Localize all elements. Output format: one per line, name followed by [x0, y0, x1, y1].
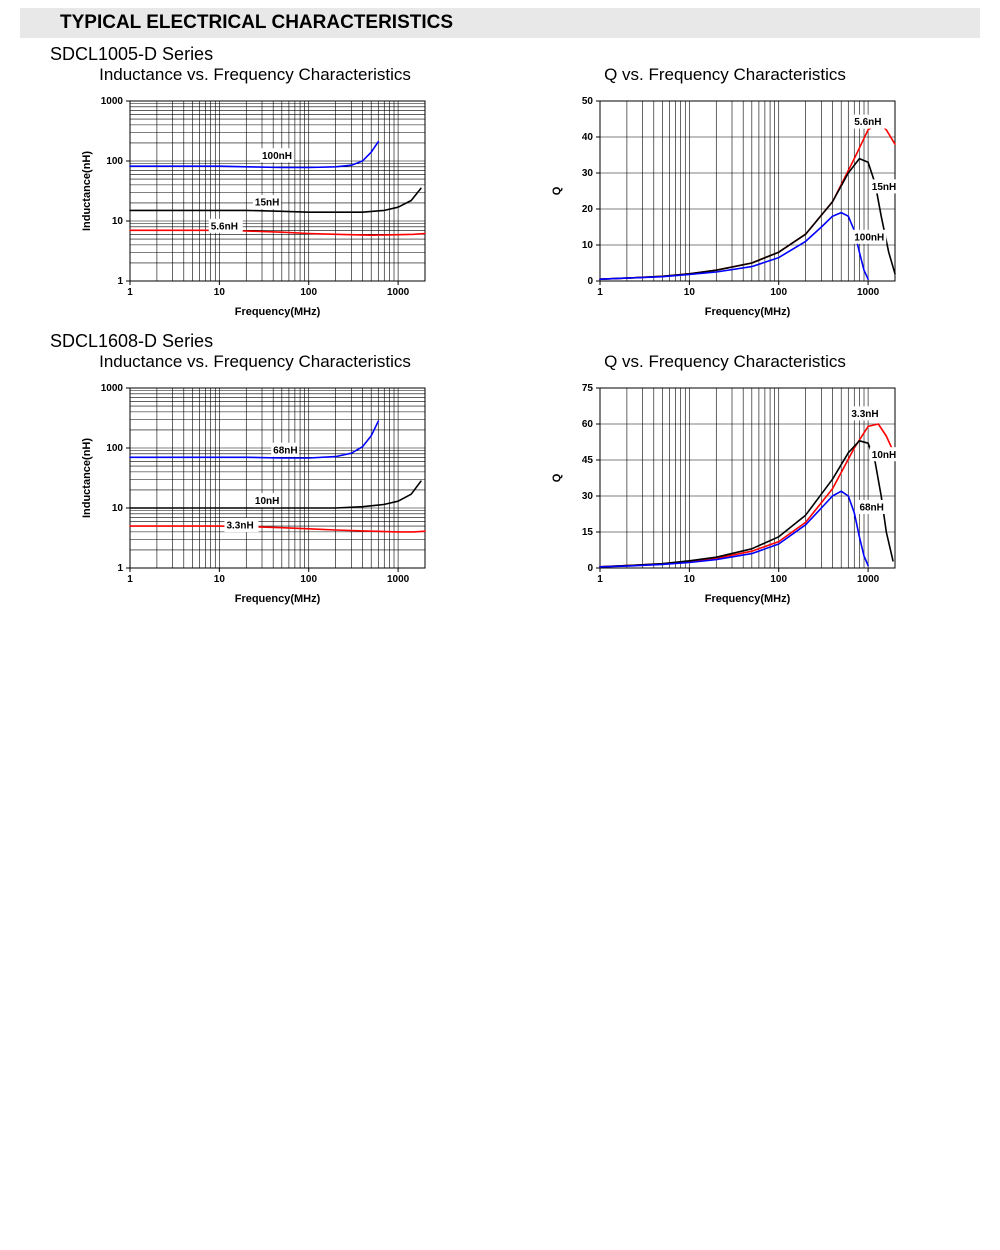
svg-text:100: 100	[300, 287, 317, 298]
svg-text:68nH: 68nH	[859, 503, 883, 514]
svg-text:Inductance(nH): Inductance(nH)	[81, 151, 93, 231]
svg-text:20: 20	[582, 204, 594, 215]
svg-text:5.6nH: 5.6nH	[854, 117, 881, 128]
svg-text:1: 1	[117, 563, 123, 574]
section-header: TYPICAL ELECTRICAL CHARACTERISTICS	[20, 8, 980, 38]
svg-text:75: 75	[582, 383, 594, 394]
svg-text:1: 1	[597, 574, 603, 585]
svg-text:100: 100	[106, 156, 123, 167]
svg-text:3.3nH: 3.3nH	[226, 521, 253, 532]
svg-text:Frequency(MHz): Frequency(MHz)	[235, 306, 321, 318]
svg-text:Frequency(MHz): Frequency(MHz)	[705, 593, 791, 605]
svg-text:45: 45	[582, 455, 594, 466]
series-2-label: SDCL1608-D Series	[50, 331, 1000, 352]
cell-c2: Q vs. Frequency Characteristics 11010010…	[490, 65, 960, 321]
svg-text:1: 1	[127, 287, 133, 298]
svg-text:1000: 1000	[857, 287, 880, 298]
svg-text:5.6nH: 5.6nH	[211, 221, 238, 232]
row-1: Inductance vs. Frequency Characteristics…	[20, 65, 980, 321]
svg-text:1000: 1000	[101, 383, 124, 394]
svg-text:100: 100	[300, 574, 317, 585]
svg-text:0: 0	[587, 276, 593, 287]
svg-text:100nH: 100nH	[262, 151, 292, 162]
svg-text:100: 100	[770, 287, 787, 298]
svg-text:10: 10	[684, 287, 696, 298]
chart-c1: 1 10 100 1000 1 10 100 1000 Frequency(MHz) Induct…	[75, 91, 435, 321]
svg-text:10: 10	[214, 574, 226, 585]
svg-text:100: 100	[770, 574, 787, 585]
svg-text:10nH: 10nH	[255, 496, 279, 507]
svg-text:30: 30	[582, 491, 594, 502]
svg-text:15nH: 15nH	[255, 198, 279, 209]
chart-title-c1: Inductance vs. Frequency Characteristics	[99, 65, 411, 85]
chart-c3: 1 10 100 1000 1 10 100 1000 Frequency(MHz) Induct…	[75, 378, 435, 608]
svg-text:100nH: 100nH	[854, 232, 884, 243]
series-1-label: SDCL1005-D Series	[50, 44, 1000, 65]
svg-text:1: 1	[127, 574, 133, 585]
cell-c3: Inductance vs. Frequency Characteristics…	[20, 352, 490, 608]
svg-text:1: 1	[117, 276, 123, 287]
svg-text:Q: Q	[551, 186, 563, 195]
svg-text:50: 50	[582, 96, 594, 107]
svg-text:3.3nH: 3.3nH	[851, 409, 878, 420]
chart-c2: 1 10 100 1000 0 10 20 30 40 50 Frequency(MHz) Q 5.6n…	[545, 91, 905, 321]
svg-text:15nH: 15nH	[872, 182, 896, 193]
chart-title-c4: Q vs. Frequency Characteristics	[604, 352, 846, 372]
svg-text:1000: 1000	[387, 287, 410, 298]
svg-text:15: 15	[582, 527, 594, 538]
svg-text:10: 10	[582, 240, 594, 251]
svg-text:10: 10	[112, 216, 124, 227]
svg-text:1000: 1000	[387, 574, 410, 585]
cell-c4: Q vs. Frequency Characteristics 1 10 100 10…	[490, 352, 960, 608]
svg-text:100: 100	[106, 443, 123, 454]
svg-text:Frequency(MHz): Frequency(MHz)	[705, 306, 791, 318]
svg-text:10: 10	[214, 287, 226, 298]
chart-title-c2: Q vs. Frequency Characteristics	[604, 65, 846, 85]
svg-text:10: 10	[684, 574, 696, 585]
svg-text:60: 60	[582, 419, 594, 430]
svg-text:1000: 1000	[101, 96, 124, 107]
svg-text:Q: Q	[551, 473, 563, 482]
svg-text:0: 0	[587, 563, 593, 574]
chart-title-c3: Inductance vs. Frequency Characteristics	[99, 352, 411, 372]
svg-text:30: 30	[582, 168, 594, 179]
svg-text:1000: 1000	[857, 574, 880, 585]
chart-c4: 1 10 100 1000 0 15 30 45 60 75 Frequency(MHz) Q 3.3n…	[545, 378, 905, 608]
svg-text:10nH: 10nH	[872, 450, 896, 461]
svg-text:Inductance(nH): Inductance(nH)	[81, 438, 93, 518]
cell-c1: Inductance vs. Frequency Characteristics…	[20, 65, 490, 321]
svg-text:10: 10	[112, 503, 124, 514]
svg-text:1: 1	[597, 287, 603, 298]
row-2: Inductance vs. Frequency Characteristics…	[20, 352, 980, 608]
svg-text:40: 40	[582, 132, 594, 143]
svg-text:68nH: 68nH	[273, 445, 297, 456]
svg-text:Frequency(MHz): Frequency(MHz)	[235, 593, 321, 605]
